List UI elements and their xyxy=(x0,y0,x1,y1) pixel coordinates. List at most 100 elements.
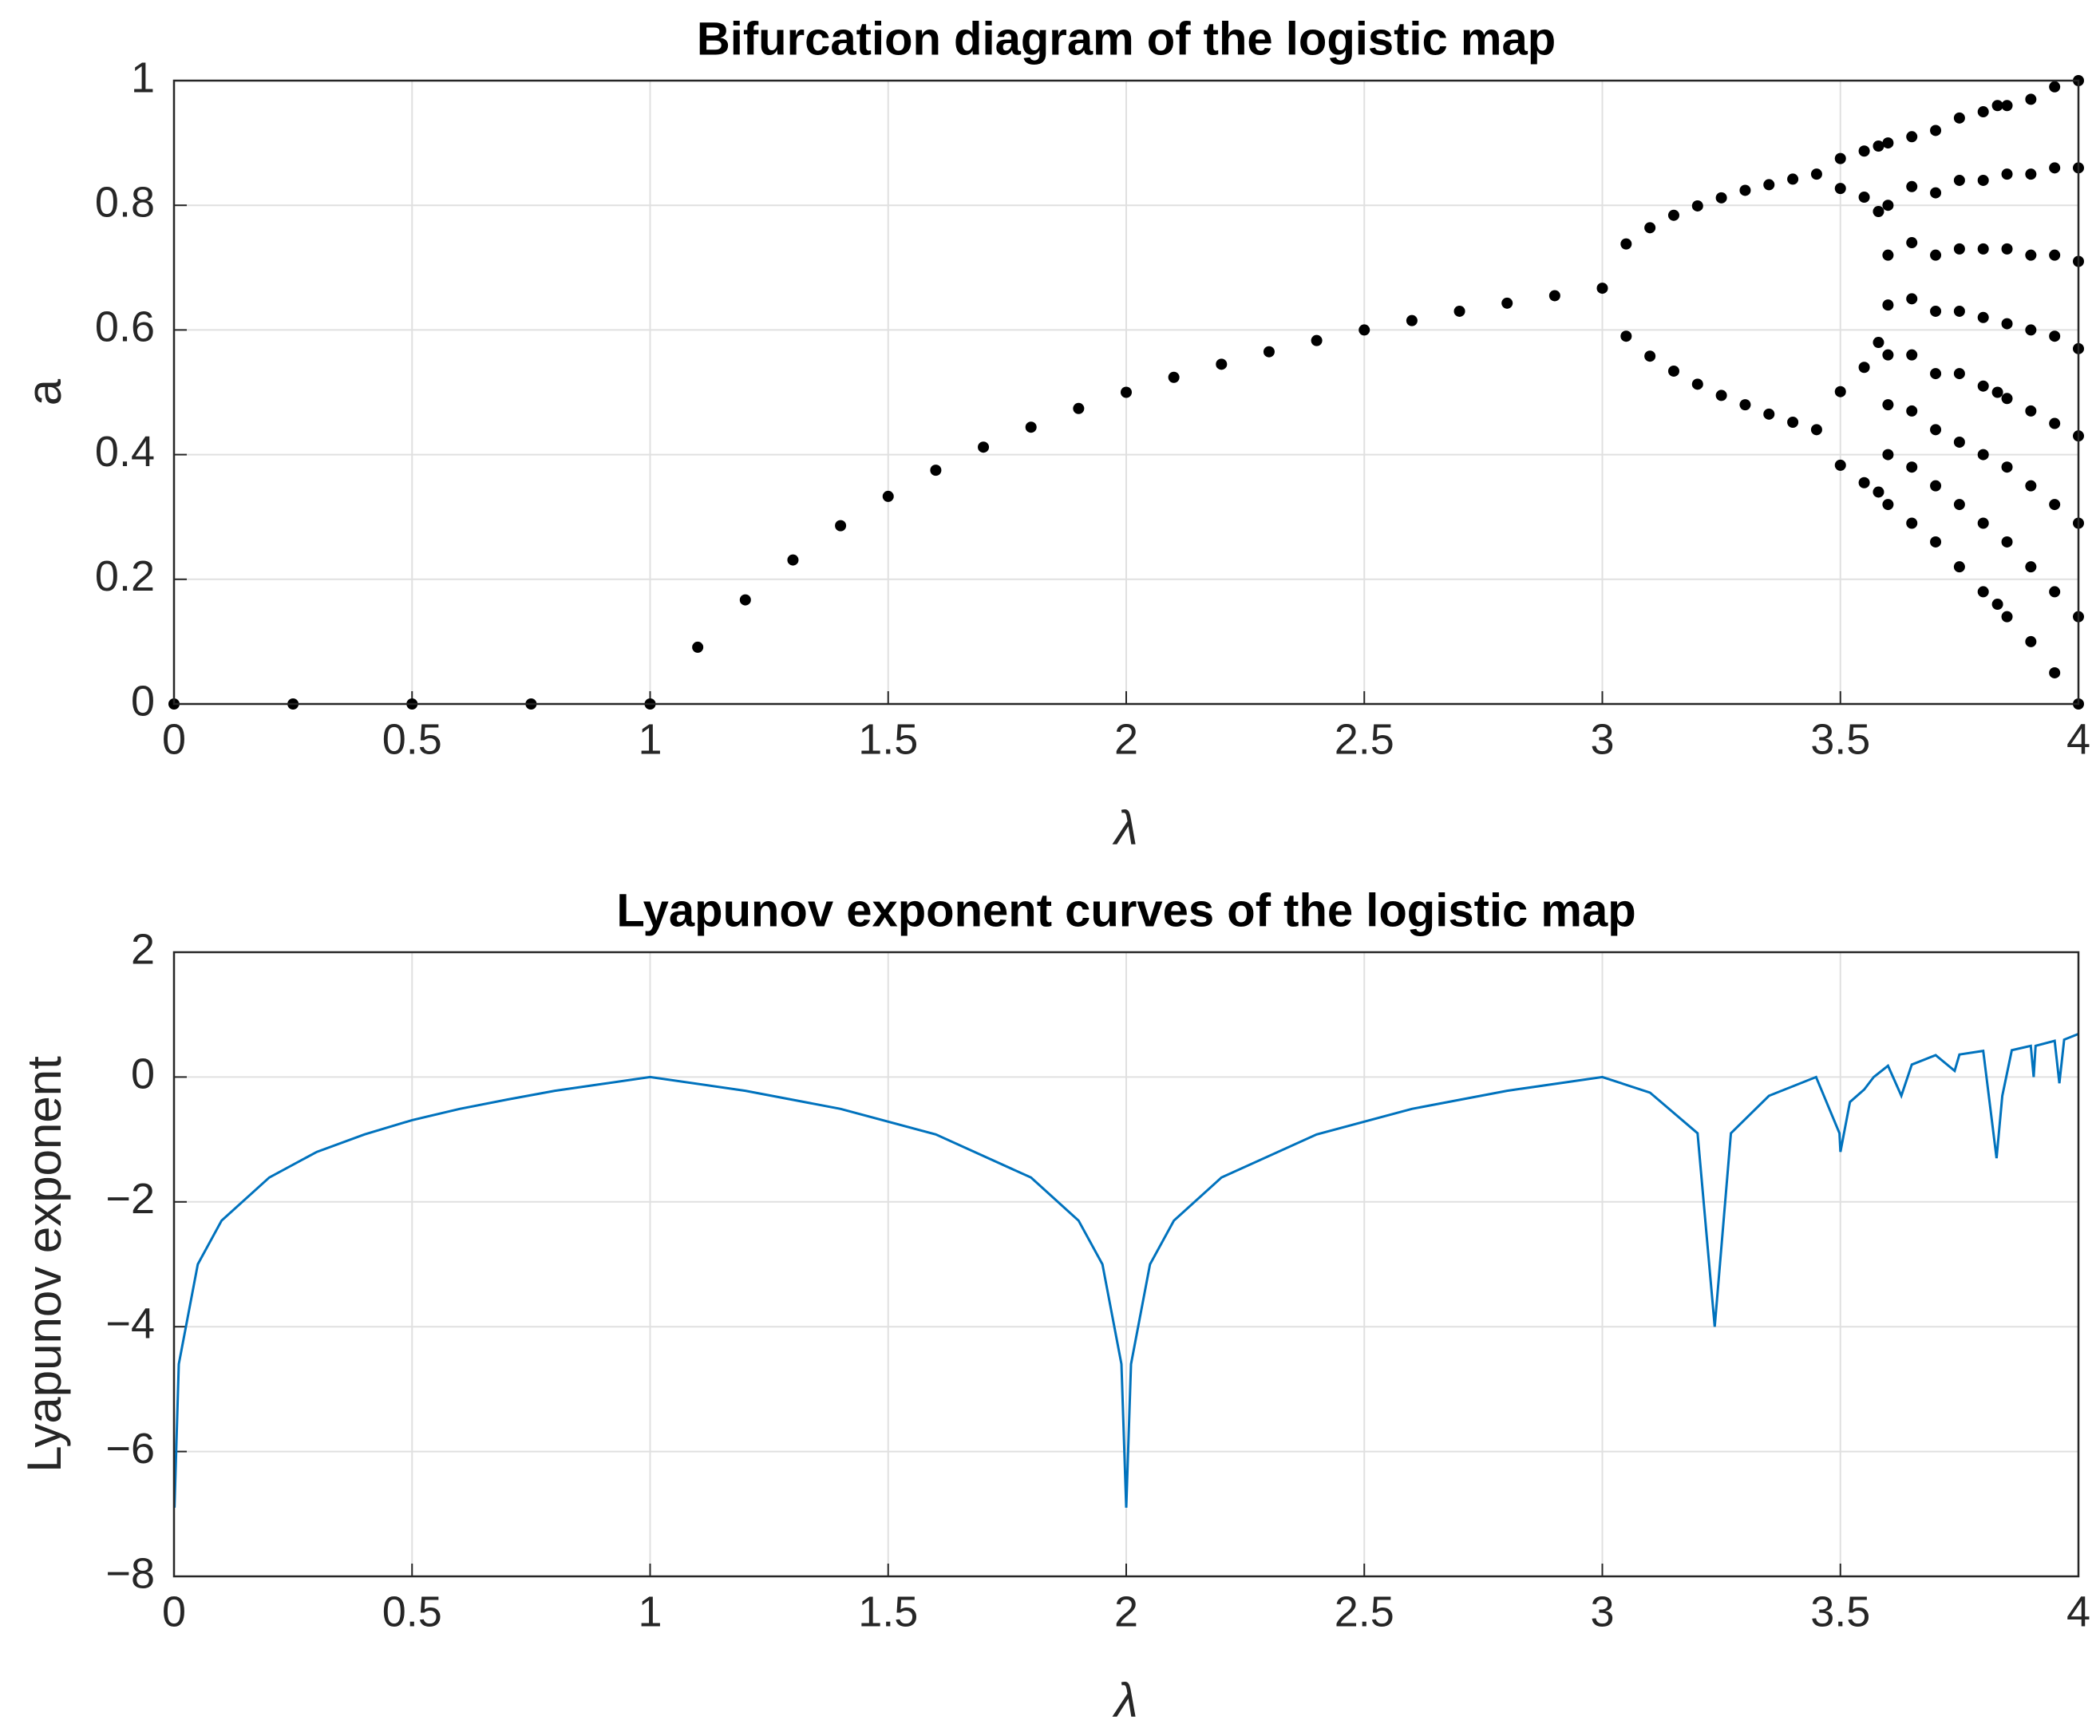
point xyxy=(2049,586,2061,598)
point xyxy=(1906,293,1918,305)
point xyxy=(1953,174,1965,186)
x-tick-label: 3 xyxy=(1590,715,1614,763)
point xyxy=(1906,461,1918,473)
point xyxy=(1596,283,1608,295)
y-tick-label: 0.6 xyxy=(95,303,155,351)
point xyxy=(2049,249,2061,261)
point xyxy=(1834,459,1846,471)
point xyxy=(1906,180,1918,192)
point xyxy=(1930,424,1942,436)
point xyxy=(1858,145,1870,157)
point xyxy=(1121,386,1132,398)
point xyxy=(1977,449,1989,461)
point xyxy=(1906,349,1918,361)
point xyxy=(1548,290,1560,302)
point xyxy=(1263,346,1275,358)
point xyxy=(2049,499,2061,511)
point xyxy=(1168,371,1180,383)
x-tick-label: 0 xyxy=(162,1588,186,1635)
y-tick-label: 2 xyxy=(131,925,155,973)
y-tick-label: −2 xyxy=(105,1175,155,1223)
point xyxy=(692,641,704,653)
point xyxy=(1953,305,1965,317)
y-tick-label: 0.8 xyxy=(95,178,155,226)
point xyxy=(1667,209,1679,221)
y-tick-label: 0 xyxy=(131,1050,155,1098)
point xyxy=(978,441,990,453)
point xyxy=(1620,330,1632,342)
point xyxy=(2025,635,2037,647)
point xyxy=(1977,517,1989,529)
point xyxy=(1216,358,1228,370)
point xyxy=(1953,499,1965,511)
point xyxy=(1991,599,2003,611)
point xyxy=(1953,112,1965,124)
point xyxy=(1644,222,1656,234)
point xyxy=(1873,337,1884,349)
point xyxy=(1882,449,1894,461)
point xyxy=(2025,480,2037,492)
point xyxy=(1953,243,1965,255)
point xyxy=(2001,536,2013,548)
point xyxy=(1977,586,1989,598)
point xyxy=(1311,334,1323,346)
chart-title: Lyapunov exponent curves of the logistic… xyxy=(616,884,1635,936)
point xyxy=(2049,162,2061,174)
point xyxy=(1906,517,1918,529)
x-tick-label: 0 xyxy=(162,715,186,763)
point xyxy=(1906,405,1918,417)
y-tick-label: 0.2 xyxy=(95,552,155,600)
point xyxy=(1953,436,1965,448)
point xyxy=(835,520,847,532)
point xyxy=(1453,305,1465,317)
point xyxy=(1715,192,1727,204)
point xyxy=(1953,561,1965,573)
point xyxy=(2049,81,2061,93)
point xyxy=(1930,368,1942,380)
chart-title: Bifurcation diagram of the logistic map xyxy=(697,13,1556,65)
point xyxy=(1620,238,1632,250)
point xyxy=(1882,137,1894,149)
x-tick-label: 1.5 xyxy=(858,715,918,763)
point xyxy=(1953,368,1965,380)
y-tick-label: −8 xyxy=(105,1549,155,1597)
y-tick-label: −4 xyxy=(105,1299,155,1347)
point xyxy=(1882,299,1894,311)
x-tick-label: 3.5 xyxy=(1810,715,1870,763)
point xyxy=(1977,174,1989,186)
x-axis-label: λ xyxy=(1112,801,1138,855)
point xyxy=(2001,393,2013,405)
x-tick-label: 1 xyxy=(638,715,662,763)
x-tick-label: 3 xyxy=(1590,1588,1614,1635)
point xyxy=(1025,421,1037,433)
point xyxy=(1930,305,1942,317)
point xyxy=(739,594,751,606)
x-tick-label: 4 xyxy=(2066,715,2090,763)
point xyxy=(2025,93,2037,105)
point xyxy=(2049,330,2061,342)
point xyxy=(1977,311,1989,323)
point xyxy=(1787,416,1799,428)
x-tick-label: 1 xyxy=(638,1588,662,1635)
point xyxy=(2049,417,2061,429)
point xyxy=(1691,200,1703,212)
y-tick-label: −6 xyxy=(105,1425,155,1473)
point xyxy=(1991,386,2003,398)
x-tick-label: 2.5 xyxy=(1335,715,1394,763)
point xyxy=(1873,206,1884,218)
point xyxy=(1739,184,1751,196)
x-tick-label: 0.5 xyxy=(382,1588,442,1635)
point xyxy=(1834,183,1846,195)
point xyxy=(2049,666,2061,678)
point xyxy=(1739,399,1751,411)
y-axis-label: Lyapunov exponent xyxy=(18,1056,71,1473)
x-tick-label: 4 xyxy=(2066,1588,2090,1635)
point xyxy=(1906,131,1918,143)
point xyxy=(1991,100,2003,112)
point xyxy=(2025,249,2037,261)
point xyxy=(1906,237,1918,249)
point xyxy=(2001,243,2013,255)
point xyxy=(2001,100,2013,112)
y-tick-label: 0.4 xyxy=(95,428,155,476)
y-axis-label: a xyxy=(18,378,71,405)
